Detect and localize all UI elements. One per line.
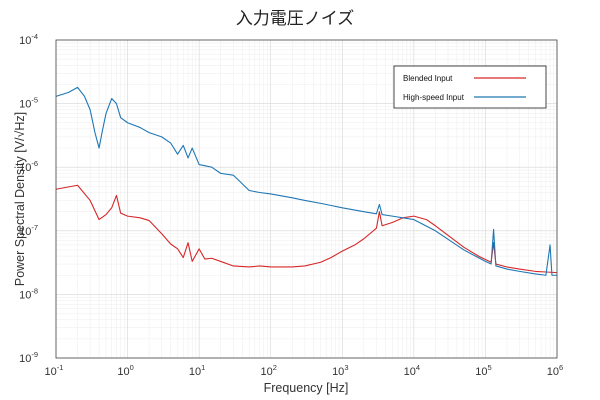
x-axis-label: Frequency [Hz] [264, 381, 349, 395]
x-tick-label: 10-1 [45, 363, 64, 378]
y-axis-label: Power Spectral Density [V/√Hz] [13, 112, 27, 286]
chart-title: 入力電圧ノイズ [236, 9, 355, 29]
y-tick-label: 10-9 [19, 350, 38, 365]
x-tick-label: 105 [475, 363, 491, 378]
x-tick-label: 100 [117, 363, 133, 378]
y-tick-label: 10-5 [19, 96, 38, 111]
x-tick-label: 102 [261, 363, 277, 378]
legend-label-high-speed: High-speed Input [403, 93, 465, 102]
legend-label-blended: Blended Input [403, 74, 453, 83]
series-line-blended-input [55, 184, 558, 274]
x-tick-label: 101 [189, 363, 205, 378]
legend-box [393, 65, 547, 109]
y-tick-label: 10-4 [19, 32, 38, 47]
series-layer [55, 86, 558, 276]
legend: Blended Input High-speed Input [393, 65, 547, 109]
x-axis-ticks: 10-1 100 101 102 103 104 105 106 [45, 363, 564, 378]
x-tick-label: 106 [547, 363, 563, 378]
minor-grid [56, 40, 557, 358]
x-tick-label: 104 [404, 363, 420, 378]
series-line-high-speed-input [55, 86, 557, 276]
y-tick-label: 10-8 [19, 286, 38, 301]
y-axis-ticks: 10-9 10-8 10-7 10-6 10-5 10-4 [19, 32, 38, 365]
y-tick-label: 10-7 [19, 223, 38, 238]
x-tick-label: 103 [332, 363, 348, 378]
plot-frame [55, 39, 558, 359]
y-tick-label: 10-6 [19, 159, 38, 174]
